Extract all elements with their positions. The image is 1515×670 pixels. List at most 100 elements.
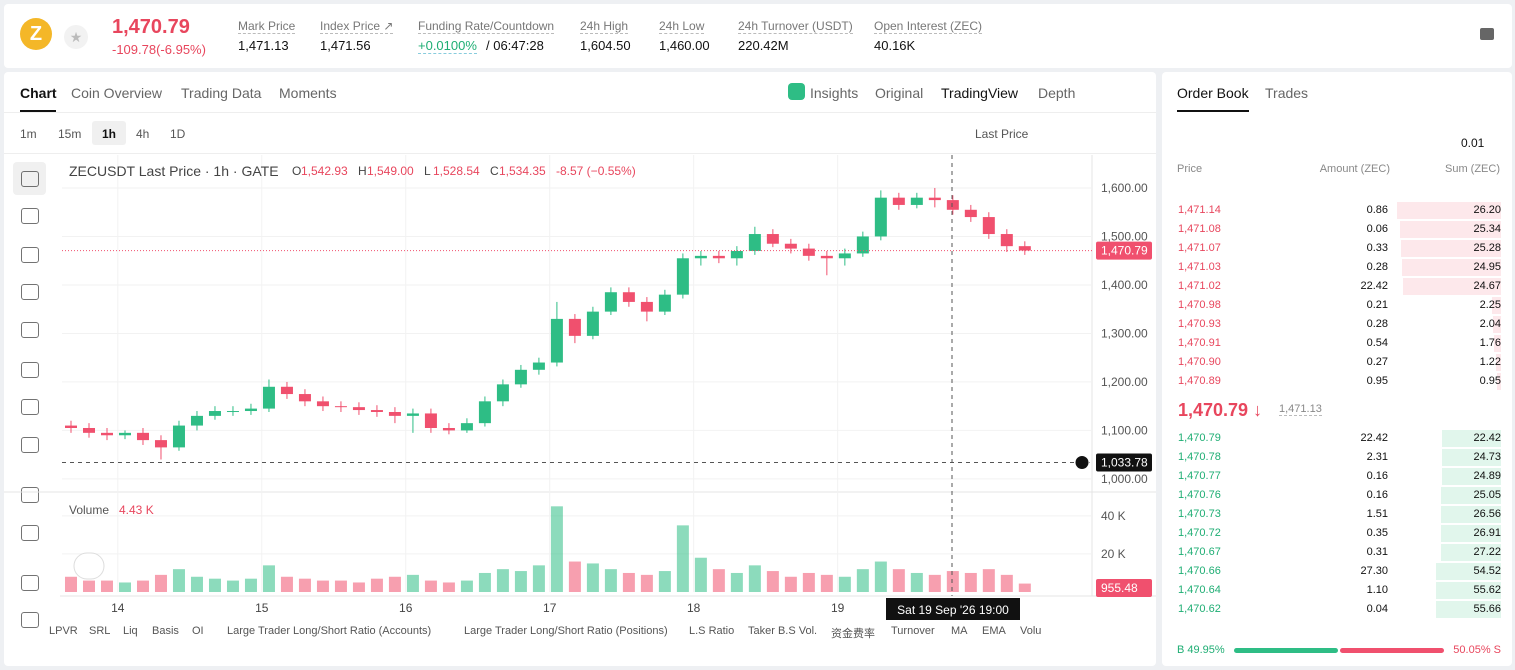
x-tick-label: 17 (543, 601, 557, 615)
indicator[interactable]: Turnover (891, 625, 935, 637)
tab[interactable]: Chart (20, 85, 57, 101)
divider (4, 112, 1156, 113)
last-price-tag (1096, 241, 1152, 260)
interval[interactable]: 4h (136, 127, 150, 141)
stat-label: Index Price ↗ (320, 19, 394, 34)
volume-bar (298, 578, 311, 592)
stat-label: Funding Rate/Countdown (418, 19, 555, 34)
header-icon[interactable] (1480, 28, 1494, 40)
tab[interactable]: Moments (279, 85, 337, 101)
volume-bar (424, 580, 437, 592)
indicator[interactable]: Basis (152, 625, 179, 637)
volume-label: Volume (69, 503, 110, 517)
ob-amount: 27.30 (1360, 565, 1388, 577)
tab-underline (20, 110, 56, 112)
ob-price: 1,471.08 (1178, 223, 1221, 235)
view-tab[interactable]: TradingView (941, 85, 1019, 101)
ob-amount: 0.86 (1366, 204, 1388, 216)
tool-icon (21, 362, 39, 378)
interval[interactable]: 15m (58, 127, 82, 141)
legend-key: O (292, 164, 302, 178)
legend-value: 1,542.93 (301, 164, 348, 178)
indicator[interactable]: L.S Ratio (689, 625, 735, 637)
volume-bar (100, 580, 113, 592)
volume-value: 4.43 K (119, 503, 154, 517)
candle-body (136, 432, 149, 441)
indicator[interactable]: Liq (123, 625, 138, 637)
ob-amount: 0.21 (1366, 299, 1388, 311)
volume-bar (694, 557, 707, 592)
legend-key: C (490, 164, 499, 178)
view-tab[interactable]: Insights (810, 85, 859, 101)
tool-icon (21, 284, 39, 300)
stat-value: +0.0100% (418, 38, 477, 54)
x-tick-label: 15 (255, 601, 269, 615)
indicator[interactable]: SRL (89, 625, 111, 637)
ob-price: 1,470.66 (1178, 565, 1221, 577)
candle-body (100, 432, 113, 436)
volume-tag-text: 955.48 (1101, 581, 1138, 595)
ob-amount: 0.28 (1366, 261, 1388, 273)
interval[interactable]: 1D (170, 127, 186, 141)
tab[interactable]: Coin Overview (71, 85, 163, 101)
ob-price: 1,471.07 (1178, 242, 1221, 254)
ob-amount: 22.42 (1360, 280, 1388, 292)
header-price: 1,470.79 (112, 16, 190, 38)
volume-bar (586, 563, 599, 592)
volume-bar (568, 561, 581, 592)
tab[interactable]: Trading Data (181, 85, 262, 101)
ob-sum: 2.04 (1479, 318, 1501, 330)
indicator[interactable]: Volu (1020, 625, 1042, 637)
volume-bar (82, 580, 95, 592)
ob-price: 1,470.72 (1178, 527, 1221, 539)
candle-body (802, 248, 815, 256)
indicator[interactable]: LPVR (49, 625, 78, 637)
indicator[interactable]: 资金费率 (831, 628, 875, 640)
stat-label: Mark Price (238, 19, 296, 34)
volume-bar (910, 572, 923, 592)
view-tab[interactable]: Depth (1038, 85, 1076, 101)
view-tab[interactable]: Original (875, 85, 924, 101)
ob-tab[interactable]: Trades (1265, 85, 1309, 101)
volume-bar (442, 582, 455, 592)
ob-amount: 0.54 (1366, 337, 1388, 349)
ob-tab-underline[interactable] (1177, 110, 1249, 112)
candle-body (1018, 246, 1031, 251)
y-tick-label: 1,100.00 (1101, 423, 1148, 437)
crosshair-tag-text: 1,033.78 (1101, 456, 1148, 470)
candle-body (478, 401, 491, 424)
indicator[interactable]: Large Trader Long/Short Ratio (Accounts) (227, 625, 432, 637)
volume-bar (1018, 583, 1031, 592)
volume-bar (838, 576, 851, 592)
ob-tab[interactable]: Order Book (1177, 85, 1249, 101)
volume-bar (226, 580, 239, 592)
favorite-star[interactable]: ★ (64, 25, 88, 49)
indicator[interactable]: Taker B.S Vol. (748, 625, 818, 637)
volume-tag (1096, 579, 1152, 597)
ob-sum: 1.22 (1479, 356, 1501, 368)
volume-bar (784, 576, 797, 592)
candle-body (694, 255, 707, 259)
candle-body (568, 318, 581, 336)
indicator[interactable]: MA (951, 625, 968, 637)
interval[interactable]: 1h (102, 127, 117, 141)
volume-bar (1000, 574, 1013, 592)
volume-bar (658, 571, 671, 592)
candle-body (64, 425, 77, 428)
volume-bar (982, 569, 995, 592)
ob-amount: 0.04 (1366, 603, 1388, 615)
depth-bar (1403, 278, 1501, 295)
ob-sum: 25.05 (1473, 489, 1501, 501)
stat-value: 220.42M (738, 38, 789, 53)
volume-bar (172, 569, 185, 592)
indicator[interactable]: EMA (982, 625, 1006, 637)
candle-body (442, 427, 455, 431)
depth-bar (1496, 354, 1501, 371)
crosshair-plus (1074, 455, 1090, 471)
indicator[interactable]: Large Trader Long/Short Ratio (Positions… (464, 625, 668, 637)
indicator[interactable]: OI (192, 625, 204, 637)
interval[interactable]: 1m (20, 127, 37, 141)
ob-sum: 2.25 (1479, 299, 1501, 311)
tool-icon (21, 575, 39, 591)
ob-price: 1,470.98 (1178, 299, 1221, 311)
